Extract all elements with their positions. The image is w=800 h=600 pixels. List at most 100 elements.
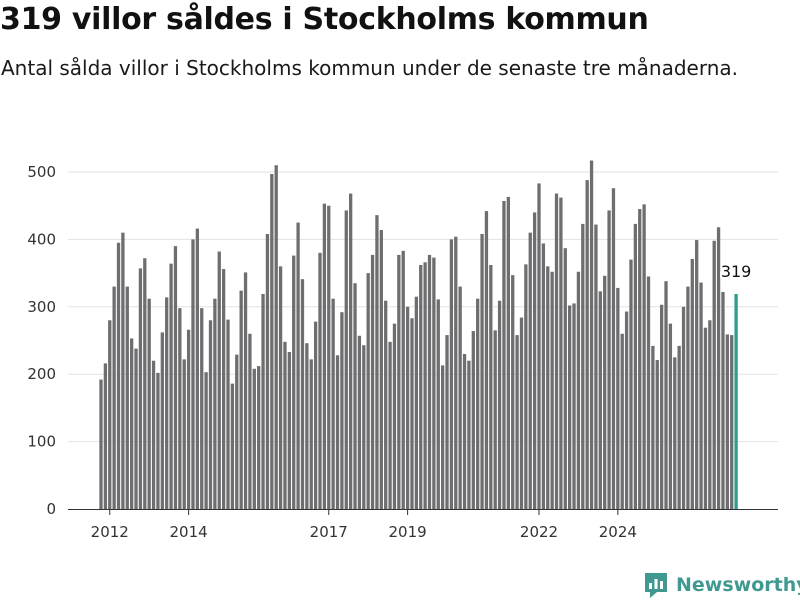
bar — [642, 204, 646, 509]
bar — [699, 282, 703, 509]
bar — [309, 359, 313, 509]
bar — [471, 331, 475, 509]
bar — [419, 265, 423, 509]
bar — [265, 234, 270, 509]
bar — [99, 379, 103, 509]
bar — [370, 254, 375, 509]
bar — [362, 345, 366, 509]
bar — [138, 268, 143, 509]
chart-title: 319 villor såldes i Stockholms kommun — [0, 2, 649, 37]
bar — [611, 188, 616, 509]
bar — [563, 248, 567, 509]
bar — [436, 299, 440, 509]
bar — [252, 368, 256, 509]
x-tick-label-2014: 2014 — [170, 523, 208, 541]
y-tick-label-500: 500 — [27, 163, 56, 181]
bar — [489, 265, 493, 509]
bar — [554, 193, 559, 509]
bar — [673, 357, 677, 509]
bar — [103, 363, 108, 509]
bar — [300, 279, 305, 509]
bar — [589, 160, 594, 510]
bar — [151, 360, 156, 509]
bar — [143, 258, 147, 509]
bar — [235, 354, 239, 509]
bar — [401, 250, 405, 510]
bar — [445, 335, 449, 509]
bar — [375, 215, 379, 509]
bar — [331, 298, 335, 509]
bar — [646, 276, 651, 509]
bar — [313, 321, 318, 509]
bar — [541, 243, 546, 509]
x-tick-label-2012: 2012 — [91, 523, 129, 541]
bar — [454, 236, 458, 509]
bar — [633, 223, 638, 509]
bar — [344, 210, 348, 510]
bar — [511, 275, 515, 509]
x-tick-label-2017: 2017 — [310, 523, 348, 541]
bar — [200, 308, 204, 509]
bar — [296, 222, 300, 510]
bar — [322, 203, 327, 509]
bar — [572, 303, 576, 509]
bar — [690, 258, 694, 509]
bar — [624, 311, 629, 509]
y-tick-label-100: 100 — [27, 433, 56, 451]
bar — [440, 365, 445, 509]
bar — [559, 197, 563, 510]
bar — [243, 272, 248, 509]
y-tick-label-200: 200 — [27, 365, 56, 383]
bar — [230, 383, 235, 509]
bar — [274, 165, 278, 509]
bar — [116, 242, 121, 509]
bar — [703, 327, 708, 509]
bar — [497, 300, 502, 509]
bar — [278, 266, 283, 509]
bar — [397, 254, 401, 509]
bar — [550, 271, 554, 509]
bar — [616, 287, 620, 509]
bar — [108, 320, 112, 509]
bar — [125, 286, 129, 509]
bar — [620, 333, 624, 509]
bar — [712, 240, 716, 509]
bar — [335, 355, 340, 509]
bar — [493, 330, 497, 509]
bar — [121, 232, 125, 509]
bar — [585, 180, 589, 509]
bar — [638, 209, 642, 509]
bar — [160, 332, 164, 509]
bar — [681, 306, 686, 509]
y-tick-label-300: 300 — [27, 298, 56, 316]
latest-value-label: 319 — [721, 262, 752, 281]
bar — [467, 360, 471, 509]
bar — [217, 251, 221, 509]
bar — [725, 334, 729, 509]
bar — [480, 234, 484, 509]
bar — [502, 200, 506, 510]
bar — [532, 212, 537, 509]
bar — [519, 317, 524, 509]
y-axis-tick-labels: 0 100 200 300 400 500 — [27, 163, 56, 518]
bar — [366, 273, 370, 509]
bar — [226, 319, 230, 509]
bar — [379, 229, 383, 509]
brand-name: Newsworthy — [676, 574, 800, 596]
bar — [213, 298, 217, 509]
bar — [528, 232, 532, 509]
bar — [576, 271, 581, 509]
bar — [598, 291, 602, 509]
bar — [449, 239, 454, 509]
bar — [392, 323, 397, 509]
bar — [270, 174, 274, 509]
bar — [484, 211, 489, 509]
bar — [686, 286, 690, 509]
bar — [405, 306, 410, 509]
bar — [603, 275, 607, 509]
bar — [178, 308, 182, 509]
bar — [327, 205, 331, 509]
x-tick-label-2022: 2022 — [520, 523, 558, 541]
bar — [221, 269, 226, 509]
bar — [186, 329, 191, 509]
